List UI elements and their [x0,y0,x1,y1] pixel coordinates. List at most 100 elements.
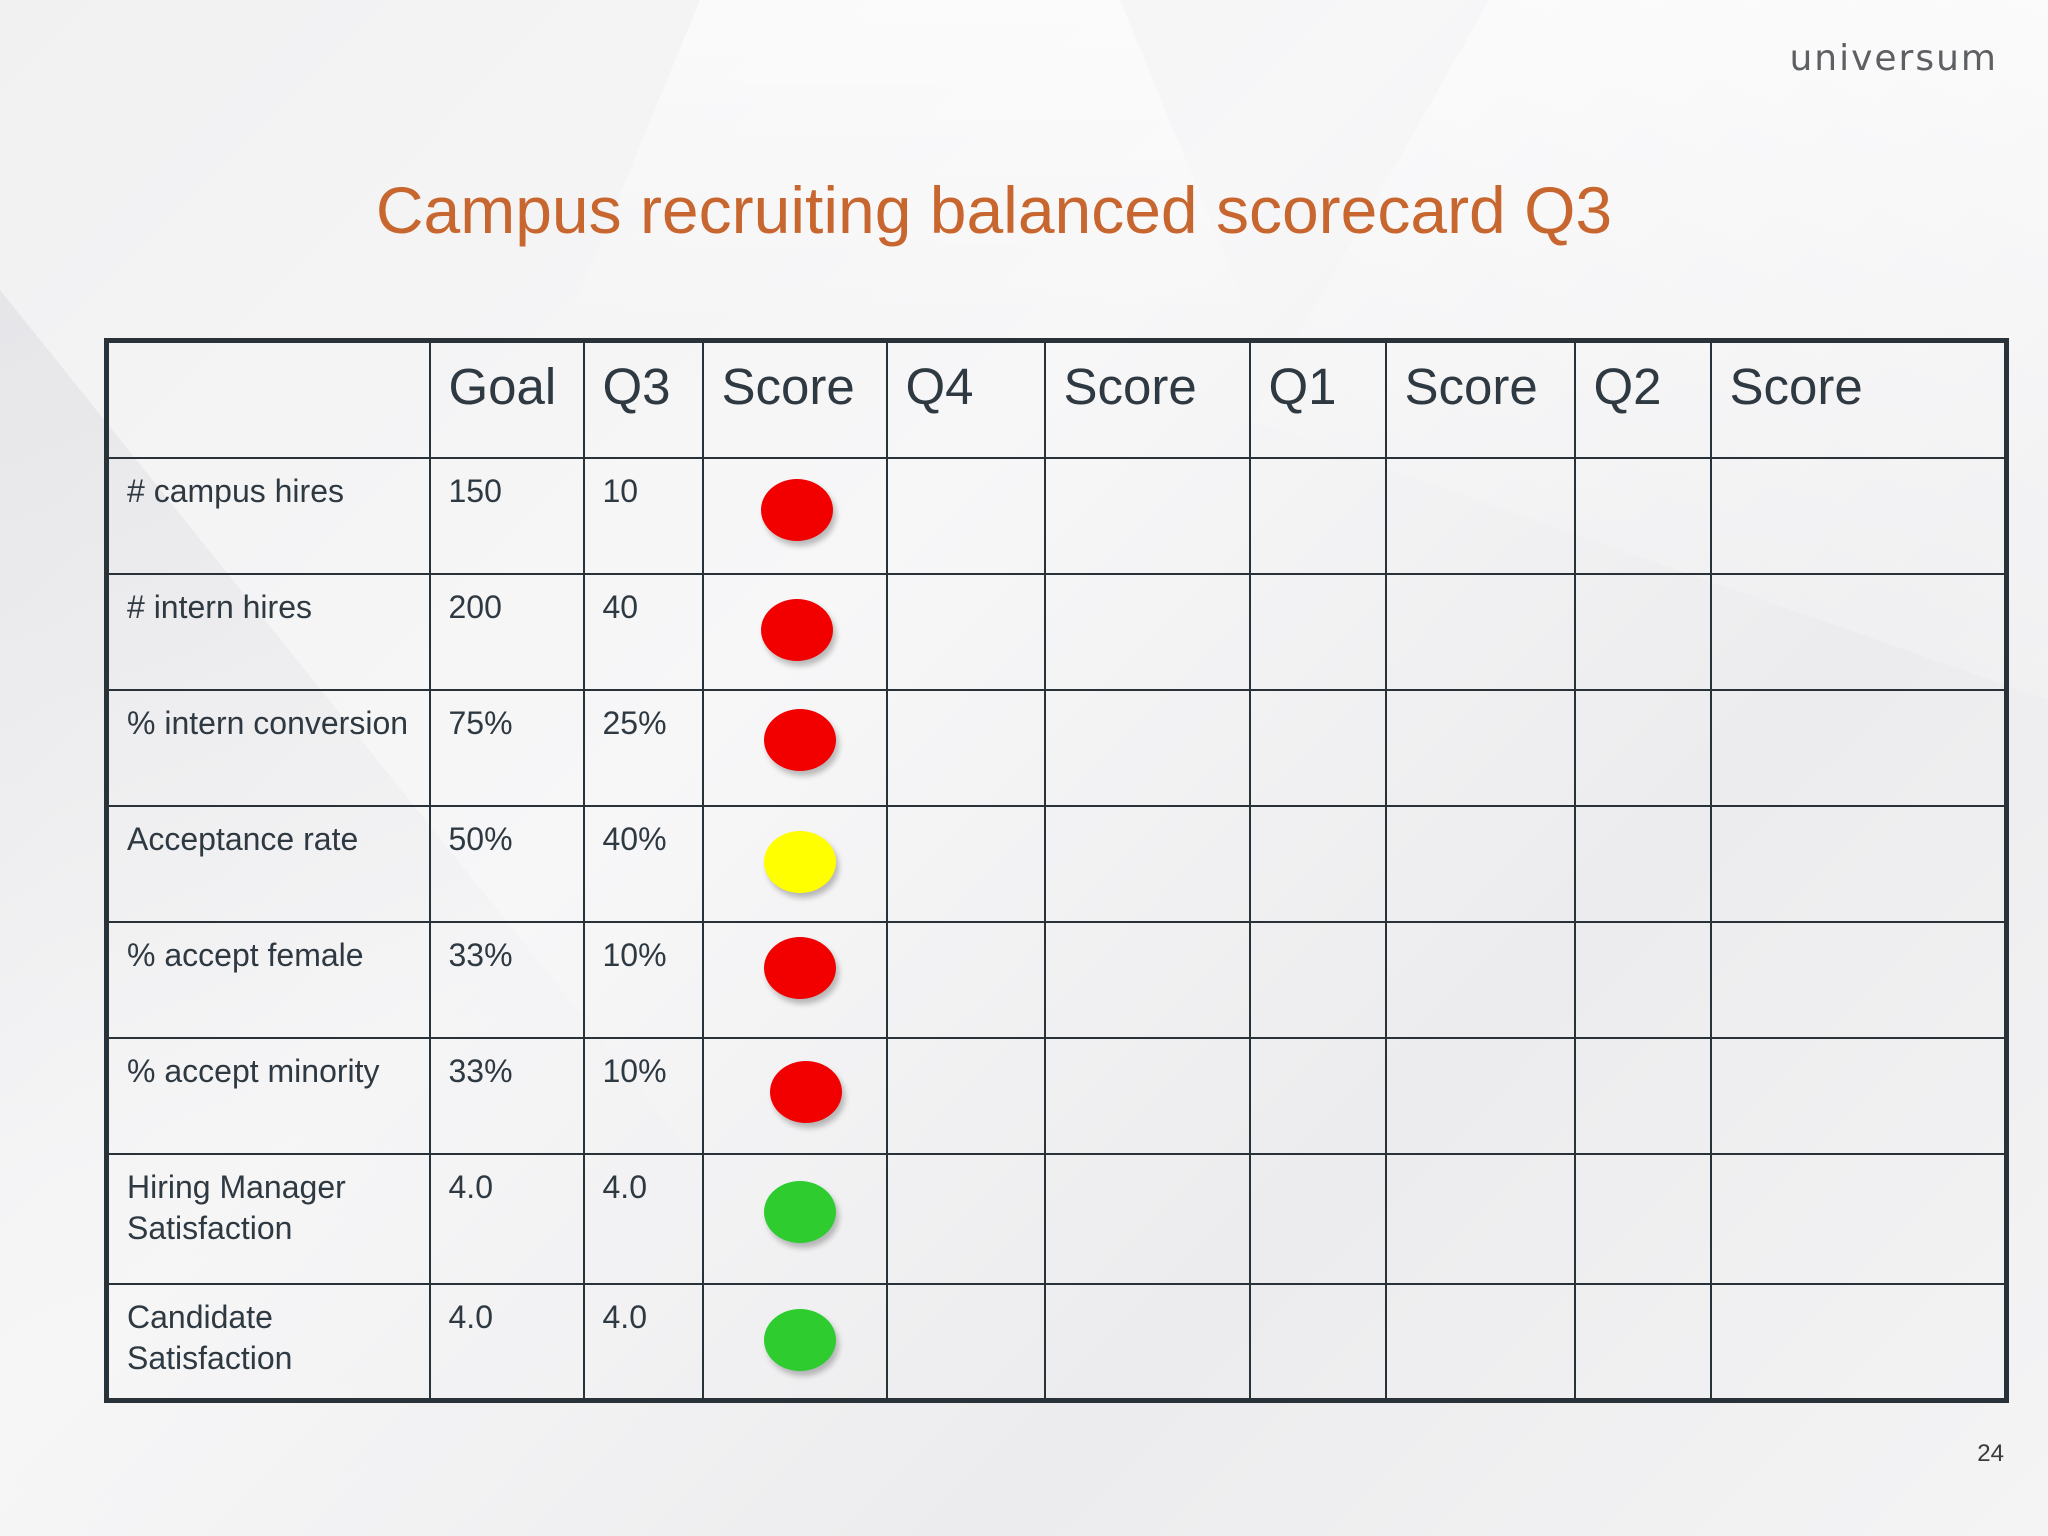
q1-cell [1248,1037,1387,1155]
q3-score-cell [701,573,888,691]
green-status-dot-icon [763,1181,836,1243]
q4-cell [885,689,1046,807]
metric-cell: Acceptance rate [105,805,431,923]
red-status-dot-icon [760,599,833,661]
q1-cell [1248,689,1387,807]
q1-cell [1248,805,1387,923]
red-status-dot-icon [763,709,836,771]
q3-score-cell [701,1153,888,1285]
q1-cell [1248,573,1387,691]
goal-cell: 4.0 [428,1153,585,1285]
q2-cell [1573,1153,1712,1285]
goal-cell: 75% [428,689,585,807]
table-row: Acceptance rate 50% 40% [105,805,2008,923]
q3-cell: 4.0 [582,1283,704,1401]
table-row: % accept minority 33% 10% [105,1037,2008,1155]
q3-score-cell [701,921,888,1039]
header-q2: Q2 [1573,339,1712,459]
q3-score-cell [701,805,888,923]
goal-cell: 4.0 [428,1283,585,1401]
table-row: # campus hires 150 10 [105,457,2008,575]
header-q1-score: Score [1384,339,1576,459]
q2-score-cell [1709,573,2008,691]
q3-score-cell [701,1283,888,1401]
yellow-status-dot-icon [763,831,836,893]
q4-score-cell [1043,921,1251,1039]
q4-score-cell [1043,457,1251,575]
q3-cell: 10% [582,1037,704,1155]
q1-cell [1248,921,1387,1039]
q2-cell [1573,457,1712,575]
q3-cell: 4.0 [582,1153,704,1285]
header-cell [105,339,431,459]
q2-score-cell [1709,1283,2008,1401]
goal-cell: 33% [428,921,585,1039]
table-row: % accept female 33% 10% [105,921,2008,1039]
goal-cell: 200 [428,573,585,691]
metric-cell: # campus hires [105,457,431,575]
q2-cell [1573,1037,1712,1155]
table-row: % intern conversion 75% 25% [105,689,2008,807]
q2-score-cell [1709,457,2008,575]
goal-cell: 150 [428,457,585,575]
table-row: Hiring Manager Satisfaction 4.0 4.0 [105,1153,2008,1285]
slide-title: Campus recruiting balanced scorecard Q3 [0,172,2048,248]
q4-cell [885,921,1046,1039]
header-q2-score: Score [1709,339,2008,459]
metric-cell: Hiring Manager Satisfaction [105,1153,431,1285]
header-q3-score: Score [701,339,888,459]
q2-cell [1573,689,1712,807]
q4-score-cell [1043,573,1251,691]
header-q3: Q3 [582,339,704,459]
q2-score-cell [1709,1037,2008,1155]
q1-score-cell [1384,1153,1576,1285]
background-facet [560,0,1260,340]
q4-score-cell [1043,689,1251,807]
q1-cell [1248,457,1387,575]
slide-title-text: Campus recruiting balanced scorecard Q3 [375,173,1613,247]
table-row: Candidate Satisfaction 4.0 4.0 [105,1283,2008,1401]
q4-cell [885,457,1046,575]
q1-score-cell [1384,1283,1576,1401]
q3-score-cell [701,1037,888,1155]
metric-cell: Candidate Satisfaction [105,1283,431,1401]
q3-cell: 10% [582,921,704,1039]
q4-score-cell [1043,1283,1251,1401]
q4-cell [885,1037,1046,1155]
green-status-dot-icon [763,1309,836,1371]
metric-cell: # intern hires [105,573,431,691]
q4-cell [885,1283,1046,1401]
q3-cell: 40 [582,573,704,691]
metric-cell: % accept female [105,921,431,1039]
scorecard-table: Goal Q3 Score Q4 Score Q1 Score Q2 Score… [104,338,2009,1403]
q2-cell [1573,921,1712,1039]
q1-cell [1248,1283,1387,1401]
q4-score-cell [1043,1037,1251,1155]
goal-cell: 33% [428,1037,585,1155]
header-goal: Goal [428,339,585,459]
q2-score-cell [1709,689,2008,807]
q1-score-cell [1384,1037,1576,1155]
q1-score-cell [1384,573,1576,691]
page-number: 24 [1977,1440,2004,1467]
q3-cell: 10 [582,457,704,575]
q1-score-cell [1384,457,1576,575]
header-row: Goal Q3 Score Q4 Score Q1 Score Q2 Score [105,339,2008,459]
q2-score-cell [1709,921,2008,1039]
universum-logo: universum [1789,38,1998,79]
q3-score-cell [701,689,888,807]
q4-cell [885,805,1046,923]
header-q1: Q1 [1248,339,1387,459]
red-status-dot-icon [760,479,833,541]
table-row: # intern hires 200 40 [105,573,2008,691]
red-status-dot-icon [769,1061,842,1123]
q3-cell: 25% [582,689,704,807]
q1-score-cell [1384,689,1576,807]
metric-cell: % accept minority [105,1037,431,1155]
goal-cell: 50% [428,805,585,923]
q2-cell [1573,1283,1712,1401]
q2-cell [1573,573,1712,691]
q4-score-cell [1043,1153,1251,1285]
header-q4: Q4 [885,339,1046,459]
q4-score-cell [1043,805,1251,923]
